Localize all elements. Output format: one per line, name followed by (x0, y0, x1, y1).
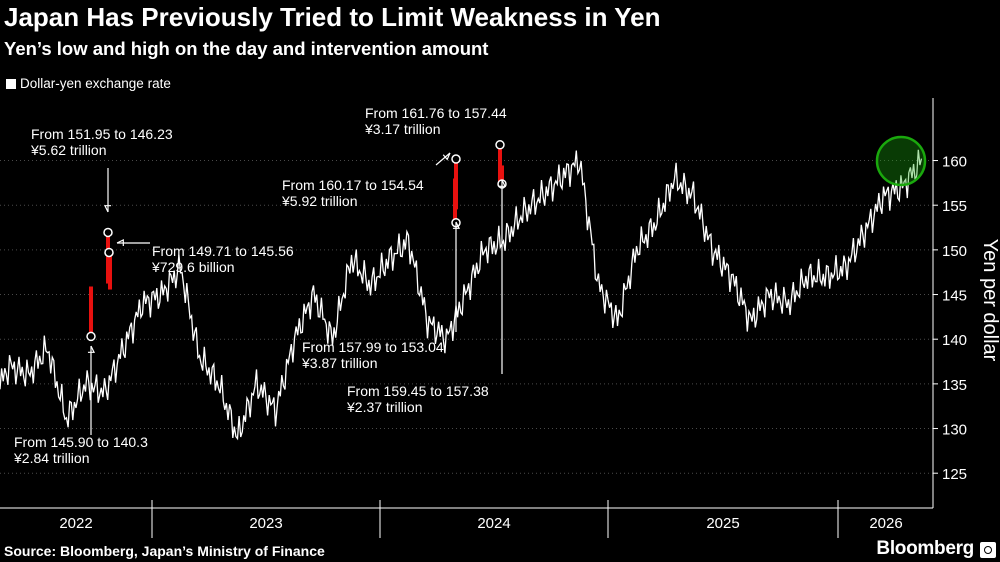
x-tick-label: 2026 (869, 515, 902, 532)
chart-subtitle: Yen’s low and high on the day and interv… (4, 38, 489, 59)
arrow-head (442, 152, 451, 161)
y-axis: 125 130 135 140 145 150 155 160 Yen per dollar (932, 98, 1000, 508)
annotation-label: From 161.76 to 157.44 (365, 105, 507, 121)
y-tick-label: 160 (942, 154, 967, 171)
y-tick-label: 155 (942, 198, 967, 215)
annotation-amount: ¥3.87 trillion (301, 355, 378, 371)
annotation-amount: ¥5.62 trillion (30, 142, 107, 158)
y-tick-label: 130 (942, 422, 967, 439)
chart-title: Japan Has Previously Tried to Limit Weak… (4, 2, 661, 32)
x-tick-label: 2025 (706, 515, 739, 532)
y-tick-label: 150 (942, 243, 967, 260)
arrow-head (116, 238, 124, 247)
arrow-head (103, 205, 112, 213)
annotations-layer: From 145.90 to 140.3¥2.84 trillion From 1… (13, 105, 927, 466)
gridlines (0, 160, 933, 474)
annotation-label: From 159.45 to 157.38 (347, 383, 489, 399)
annotation-label: From 157.99 to 153.04 (302, 339, 444, 355)
y-tick-label: 140 (942, 332, 967, 349)
arrow-head (452, 221, 461, 229)
intervention-marker (104, 247, 114, 258)
series-layer (0, 149, 923, 441)
intervention-marker (495, 140, 505, 150)
legend-label: Dollar-yen exchange rate (20, 76, 171, 91)
annotation-amount: ¥5.92 trillion (281, 193, 358, 209)
y-tick-label: 145 (942, 288, 967, 305)
x-axis: 2022 2023 2024 2025 2026 (0, 500, 933, 538)
x-tick-label: 2023 (249, 515, 282, 532)
arrow-head (498, 179, 507, 187)
intervention-marker (103, 227, 113, 238)
annotation-label: From 160.17 to 154.54 (282, 177, 424, 193)
annotation-label: From 151.95 to 146.23 (31, 126, 173, 142)
annotation-label: From 145.90 to 140.3 (14, 434, 148, 450)
annotation-arrow (435, 152, 451, 166)
intervention-marker (451, 154, 461, 164)
annotation-amount: ¥2.37 trillion (346, 399, 423, 415)
legend-swatch (6, 78, 16, 89)
x-tick-label: 2024 (477, 515, 510, 532)
y-tick-label: 125 (942, 466, 967, 483)
y-tick-label: 135 (942, 377, 967, 394)
y-axis-label: Yen per dollar (979, 239, 1000, 362)
annotation-amount: ¥3.17 trillion (364, 121, 441, 137)
annotation-amount: ¥729.6 billion (151, 259, 235, 275)
annotation-amount: ¥2.84 trillion (13, 450, 90, 466)
brand-logo: Bloomberg (876, 538, 974, 559)
series-line (0, 149, 923, 441)
source-note: Source: Bloomberg, Japan’s Ministry of F… (4, 543, 325, 559)
legend: Dollar-yen exchange rate (6, 76, 171, 91)
annotation-label: From 149.71 to 145.56 (152, 243, 294, 259)
x-tick-label: 2022 (59, 515, 92, 532)
arrow-head (87, 345, 96, 353)
highlight-circle (875, 135, 927, 187)
brand-icon (980, 542, 996, 558)
intervention-marker (86, 331, 96, 342)
